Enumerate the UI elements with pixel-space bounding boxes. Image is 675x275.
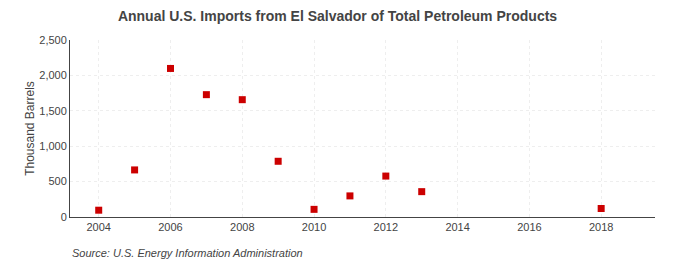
svg-text:2018: 2018 — [589, 221, 613, 233]
svg-text:2008: 2008 — [230, 221, 254, 233]
svg-text:2014: 2014 — [445, 221, 469, 233]
svg-text:1,500: 1,500 — [39, 105, 67, 117]
svg-text:2004: 2004 — [86, 221, 110, 233]
svg-text:2,500: 2,500 — [39, 34, 67, 46]
svg-text:2010: 2010 — [302, 221, 326, 233]
svg-text:2006: 2006 — [158, 221, 182, 233]
svg-text:2,000: 2,000 — [39, 69, 67, 81]
svg-text:1,000: 1,000 — [39, 140, 67, 152]
svg-text:2016: 2016 — [517, 221, 541, 233]
svg-text:Annual U.S. Imports from El Sa: Annual U.S. Imports from El Salvador of … — [118, 8, 557, 24]
svg-text:0: 0 — [61, 211, 67, 223]
svg-text:500: 500 — [48, 175, 66, 187]
svg-text:2012: 2012 — [374, 221, 398, 233]
svg-text:Thousand Barrels: Thousand Barrels — [23, 81, 37, 176]
svg-text:Source: U.S. Energy Informatio: Source: U.S. Energy Information Administ… — [72, 247, 303, 259]
